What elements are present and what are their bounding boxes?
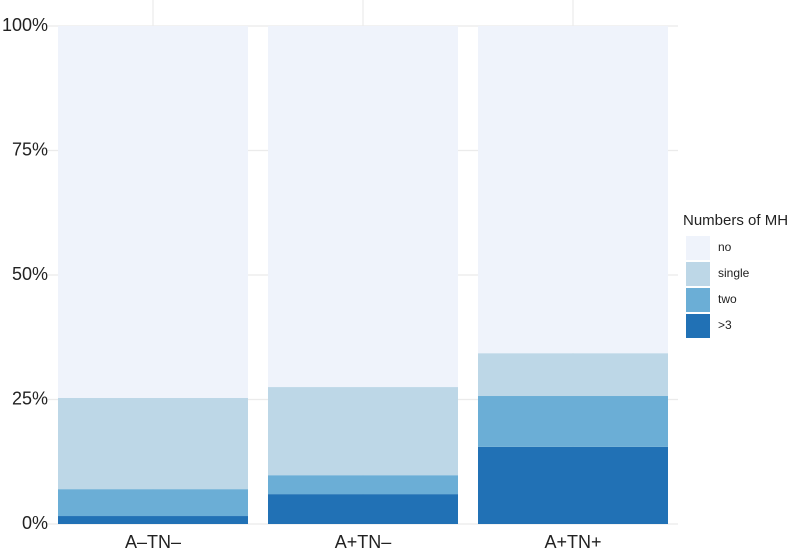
bar-segment xyxy=(478,26,668,354)
bar-segment xyxy=(268,26,458,388)
y-tick-label: 75% xyxy=(12,139,48,159)
y-tick-label: 25% xyxy=(12,388,48,408)
x-tick-label: A+TN– xyxy=(335,532,392,549)
legend-key xyxy=(686,236,710,260)
bar-segment xyxy=(58,489,248,517)
bar-segment xyxy=(58,516,248,524)
bar-segment xyxy=(58,398,248,490)
y-tick-label: 50% xyxy=(12,264,48,284)
y-tick-label: 0% xyxy=(22,513,48,533)
legend-key xyxy=(686,314,710,338)
bar-segment xyxy=(268,494,458,524)
y-tick-label: 100% xyxy=(2,15,48,35)
x-tick-label: A+TN+ xyxy=(544,532,601,549)
legend-label: single xyxy=(718,266,750,280)
legend-label: no xyxy=(718,240,732,254)
legend-key xyxy=(686,262,710,286)
x-tick-label: A–TN– xyxy=(125,532,181,549)
bar-segment xyxy=(478,396,668,447)
legend-label: two xyxy=(718,292,737,306)
bar-segment xyxy=(478,353,668,397)
bar-segment xyxy=(58,26,248,399)
bar-segment xyxy=(478,446,668,524)
legend-key xyxy=(686,288,710,312)
bar-segment xyxy=(268,387,458,476)
legend-title: Numbers of MH xyxy=(683,212,788,229)
bar-segment xyxy=(268,475,458,495)
legend-label: >3 xyxy=(718,318,732,332)
